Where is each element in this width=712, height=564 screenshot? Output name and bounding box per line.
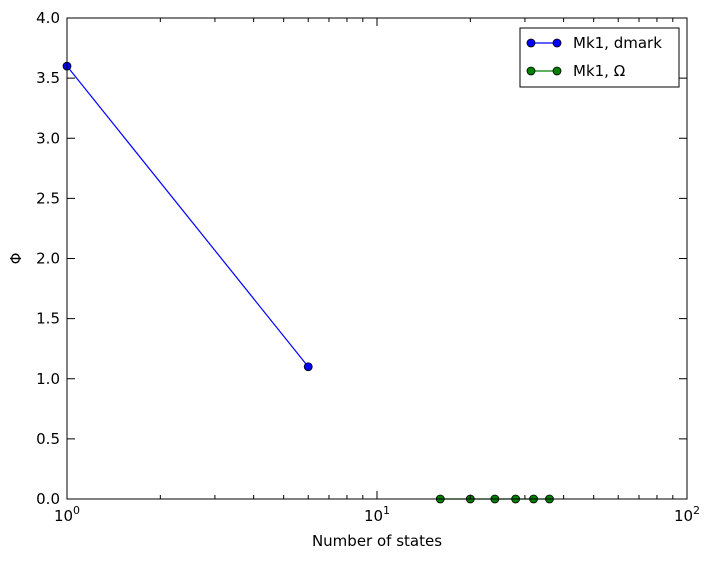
legend-label: Mk1, Ω [573, 62, 625, 80]
legend-marker [552, 38, 562, 48]
x-axis-label: Number of states [312, 532, 442, 550]
legend: Mk1, dmark Mk1, Ω [519, 27, 680, 88]
legend-marker [526, 66, 536, 76]
legend-box [519, 27, 680, 88]
y-axis: 0.0 0.5 1.0 1.5 2.0 2.5 3.0 3.5 4.0 [36, 9, 687, 508]
y-tick-label: 4.0 [36, 9, 60, 27]
legend-label: Mk1, dmark [573, 34, 662, 52]
x-tick-label: 101 [364, 504, 390, 525]
data-point [303, 362, 313, 372]
y-tick-label: 3.0 [36, 129, 60, 147]
series-line [66, 65, 309, 368]
x-axis: 100 101 102 [54, 18, 700, 525]
legend-marker [552, 66, 562, 76]
y-tick-label: 3.5 [36, 69, 60, 87]
y-tick-label: 1.0 [36, 370, 60, 388]
y-tick-label: 2.0 [36, 250, 60, 268]
y-tick-label: 0.5 [36, 430, 60, 448]
y-axis-label: Φ [7, 253, 25, 265]
legend-marker [526, 38, 536, 48]
plot-background [67, 18, 687, 499]
y-tick-label: 0.0 [36, 490, 60, 508]
y-tick-label: 1.5 [36, 310, 60, 328]
y-tick-label: 2.5 [36, 189, 60, 207]
x-tick-label: 102 [674, 504, 700, 525]
x-tick-label: 100 [54, 504, 80, 525]
